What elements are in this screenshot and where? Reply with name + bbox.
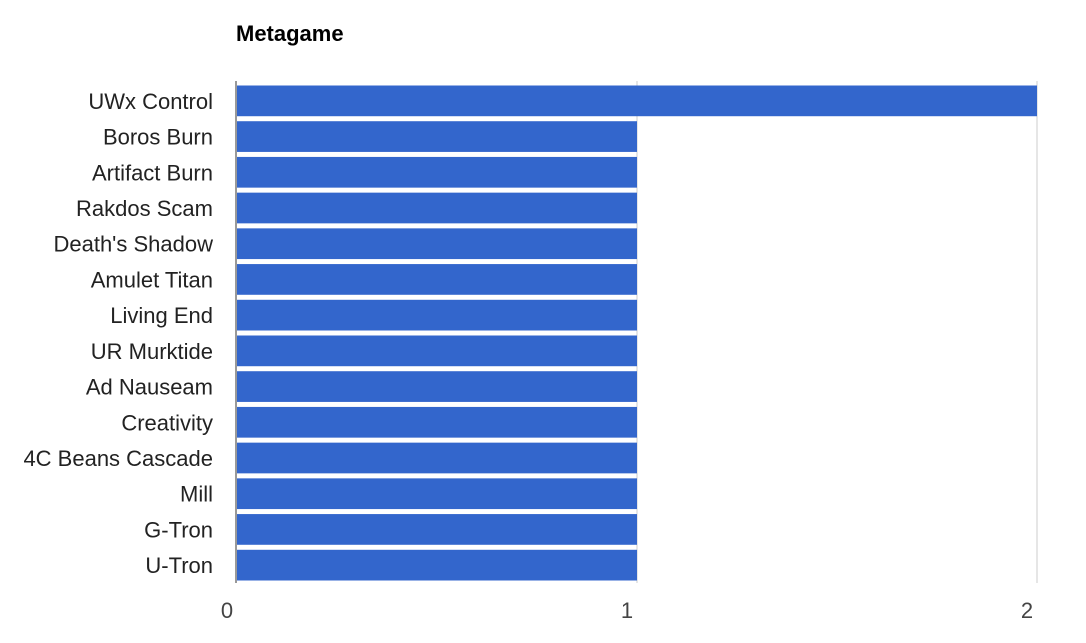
category-label-8: Ad Nauseam: [86, 375, 213, 400]
bar-9: [237, 406, 637, 438]
bar-10: [237, 442, 637, 474]
bar-3: [237, 192, 637, 224]
category-label-0: UWx Control: [88, 89, 213, 114]
tick-label-1: 1: [621, 598, 633, 623]
category-label-13: U-Tron: [145, 553, 213, 578]
gridlines: [636, 81, 1038, 583]
bar-11: [237, 478, 637, 510]
value-axis-ticks: 0 1 2: [221, 598, 1033, 623]
bar-0: [237, 85, 1037, 117]
bar-2: [237, 156, 637, 188]
tick-label-2: 2: [1021, 598, 1033, 623]
category-label-9: Creativity: [121, 410, 213, 435]
bar-7: [237, 335, 637, 367]
bar-5: [237, 264, 637, 295]
category-label-1: Boros Burn: [103, 125, 213, 150]
category-label-5: Amulet Titan: [91, 267, 213, 292]
category-label-2: Artifact Burn: [92, 160, 213, 185]
chart-title: Metagame: [236, 21, 344, 46]
category-label-4: Death's Shadow: [53, 232, 213, 257]
category-label-11: Mill: [180, 482, 213, 507]
category-label-12: G-Tron: [144, 517, 213, 542]
bar-8: [237, 371, 637, 402]
category-label-6: Living End: [110, 303, 213, 328]
bar-12: [237, 514, 637, 545]
bar-4: [237, 228, 637, 260]
bars: [237, 85, 1037, 581]
tick-label-0: 0: [221, 598, 233, 623]
category-label-7: UR Murktide: [91, 339, 213, 364]
category-labels: UWx Control Boros Burn Artifact Burn Rakdos…: [23, 89, 213, 578]
bar-1: [237, 121, 637, 152]
bar-13: [237, 549, 637, 581]
category-label-3: Rakdos Scam: [76, 196, 213, 221]
bar-6: [237, 299, 637, 331]
category-label-10: 4C Beans Cascade: [23, 446, 213, 471]
